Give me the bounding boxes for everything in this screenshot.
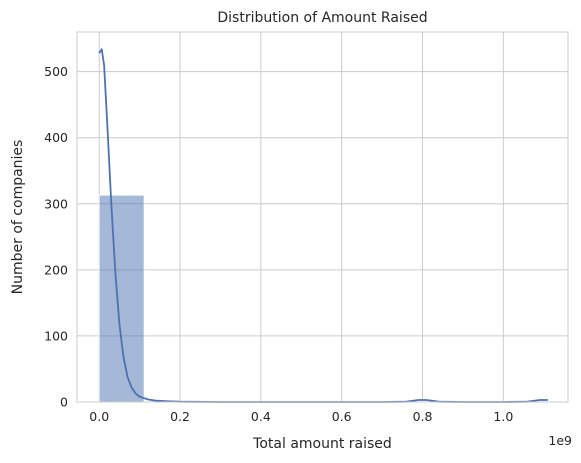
kde-line xyxy=(98,48,548,403)
y-tick-label: 200 xyxy=(44,262,68,277)
y-tick-label: 500 xyxy=(44,64,68,79)
grid-lines xyxy=(77,32,568,403)
y-tick-labels: 0 100 200 300 400 500 xyxy=(44,64,68,409)
x-tick-label: 0.0 xyxy=(89,409,109,424)
x-tick-label: 0.6 xyxy=(332,409,352,424)
y-axis-label: Number of companies xyxy=(10,140,26,295)
x-axis-offset-label: 1e9 xyxy=(548,433,572,448)
x-axis-label: Total amount raised xyxy=(252,436,392,452)
histogram-bars xyxy=(98,194,549,403)
x-tick-labels: 0.0 0.2 0.4 0.6 0.8 1.0 xyxy=(89,409,513,424)
y-tick-label: 400 xyxy=(44,130,68,145)
x-tick-label: 0.8 xyxy=(413,409,433,424)
axes-frame xyxy=(76,31,569,403)
y-tick-label: 100 xyxy=(44,328,68,343)
x-tick-label: 1.0 xyxy=(493,409,513,424)
kde-curve-layer xyxy=(98,48,548,403)
x-tick-label: 0.4 xyxy=(251,409,271,424)
y-tick-label: 300 xyxy=(44,196,68,211)
chart-title: Distribution of Amount Raised xyxy=(217,10,427,26)
y-tick-label: 0 xyxy=(60,395,68,410)
histogram-bar xyxy=(98,194,145,403)
x-tick-label: 0.2 xyxy=(170,409,190,424)
